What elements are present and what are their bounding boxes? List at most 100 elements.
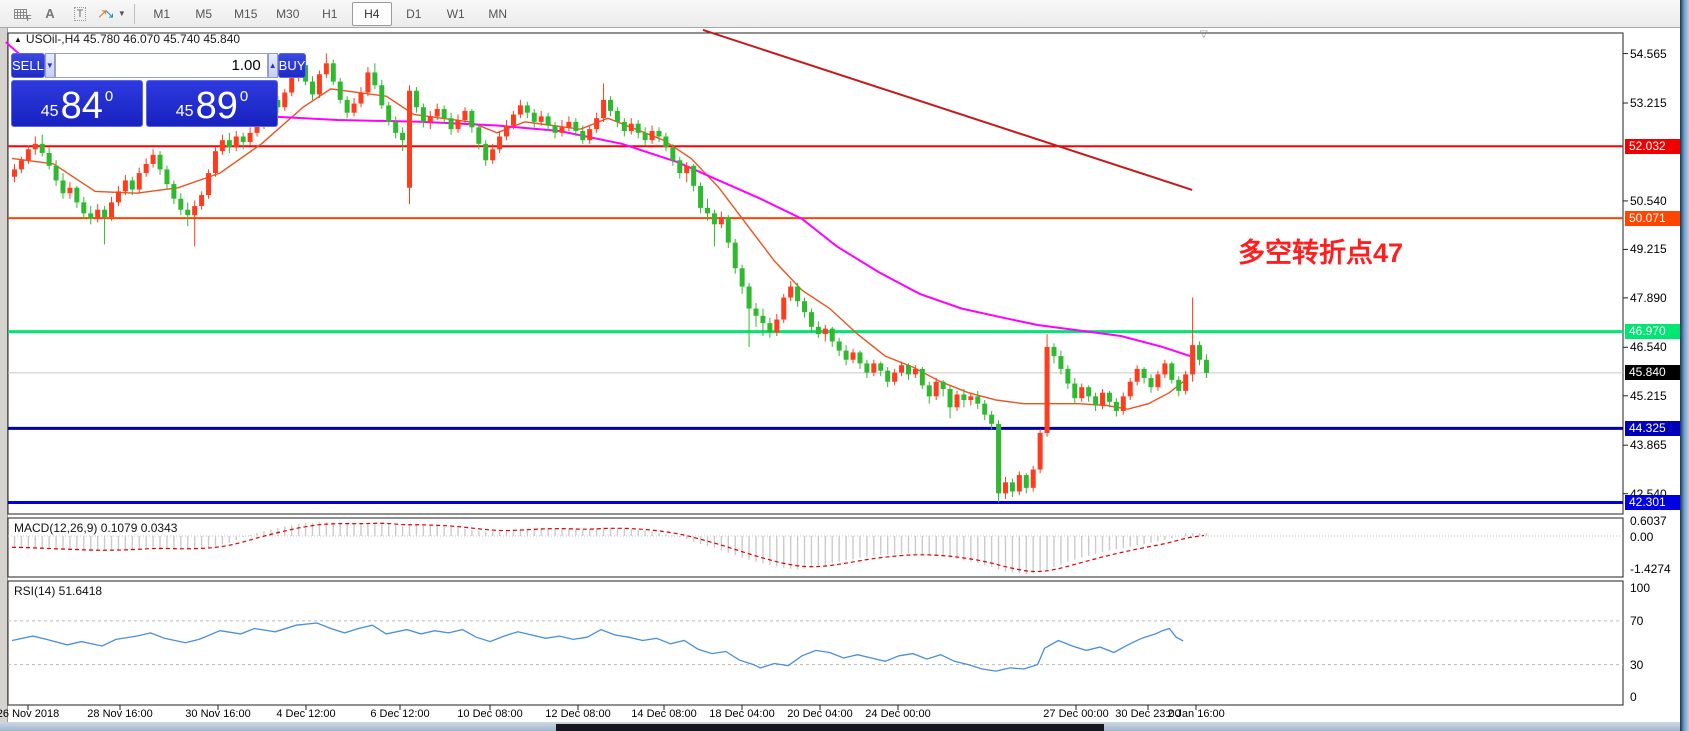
candle-body <box>199 195 205 207</box>
candle-body <box>573 121 579 131</box>
candle-body <box>407 90 413 188</box>
chevron-down-icon: ▼ <box>117 9 126 18</box>
candle-body <box>109 202 115 218</box>
candle-body <box>102 209 108 218</box>
arrow-tools-button[interactable]: ↗↘ ▼ <box>96 2 127 26</box>
candle-body <box>746 286 752 309</box>
price-axis-label: 46.540 <box>1630 340 1667 355</box>
candle-body <box>933 381 939 397</box>
candle-body <box>1030 469 1036 488</box>
candle-body <box>808 312 814 327</box>
candle-body <box>330 63 336 82</box>
tab-timeframe-M30[interactable]: M30 <box>276 6 300 21</box>
tab-timeframe-D1[interactable]: D1 <box>406 6 422 21</box>
rsi-scale-label: 0 <box>1630 690 1637 705</box>
candle-body <box>698 185 704 208</box>
buy-quote-sup: 0 <box>239 88 249 105</box>
candle-body <box>968 396 974 401</box>
candle-body <box>53 165 59 181</box>
candle-body <box>815 326 821 335</box>
candle-body <box>989 414 995 424</box>
candle-body <box>212 151 218 174</box>
candle-body <box>1106 392 1112 402</box>
candle-body <box>1190 345 1196 375</box>
candle-body <box>836 341 842 351</box>
buy-button[interactable]: BUY <box>277 53 307 78</box>
tab-timeframe-M5[interactable]: M5 <box>195 6 213 21</box>
candle-body <box>1134 368 1140 382</box>
candle-body <box>413 90 419 108</box>
price-badge-50.071: 50.071 <box>1625 210 1683 226</box>
candle-body <box>1176 379 1182 391</box>
price-axis-label: 47.890 <box>1630 290 1667 305</box>
candle-body <box>420 107 426 122</box>
candle-body <box>711 213 717 225</box>
candle-body <box>1169 363 1175 380</box>
macd-scale-label: 0.6037 <box>1630 514 1667 528</box>
window-right-frame <box>1680 0 1689 731</box>
candle-body <box>975 396 981 404</box>
macd-scale-label: -1.4274 <box>1630 562 1671 576</box>
candle-body <box>1051 346 1057 357</box>
time-axis-label: 30 Dec 23:00 <box>1115 708 1181 720</box>
candle-body <box>822 328 828 335</box>
candle-body <box>192 206 198 216</box>
candle-body <box>718 217 724 225</box>
candle-body <box>171 184 177 199</box>
candle-body <box>143 163 149 174</box>
text-box-button[interactable]: T <box>66 2 94 26</box>
buy-quote-button[interactable]: 45 89 0 <box>146 80 278 127</box>
trade-controls-row: SELL ▼ ▲ BUY <box>11 53 307 78</box>
candle-body <box>905 365 911 375</box>
tab-timeframe-H4[interactable]: H4 <box>351 1 392 26</box>
one-click-trading-panel: SELL ▼ ▲ BUY 45 84 0 45 89 0 <box>11 53 307 127</box>
candle-body <box>864 363 870 373</box>
candle-body <box>1044 346 1050 433</box>
candle-body <box>594 118 600 130</box>
candle-body <box>919 368 925 386</box>
text-a-button[interactable]: A <box>36 2 64 26</box>
candle-body <box>462 110 468 121</box>
candle-body <box>566 121 572 128</box>
candle-body <box>60 180 66 194</box>
f-grid-button[interactable]: F <box>6 2 34 26</box>
sell-quote-button[interactable]: 45 84 0 <box>11 80 143 127</box>
candle-body <box>32 143 38 150</box>
time-axis-label: 20 Dec 04:00 <box>787 708 853 720</box>
time-axis-label: 30 Nov 16:00 <box>185 708 251 720</box>
candle-body <box>67 187 73 194</box>
time-axis-label: 24 Dec 00:00 <box>865 708 931 720</box>
volume-input[interactable] <box>54 53 268 78</box>
tab-timeframe-M1[interactable]: M1 <box>153 6 171 21</box>
candle-body <box>1148 378 1154 388</box>
candle-body <box>1009 482 1015 492</box>
descending-trendline[interactable] <box>702 29 1193 191</box>
ma-fast-line <box>11 88 1184 410</box>
candle-body <box>552 125 558 133</box>
candle-body <box>365 72 371 93</box>
volume-decrease-button[interactable]: ▼ <box>44 53 55 78</box>
candle-body <box>926 385 932 397</box>
buy-quote-big: 89 <box>195 84 238 127</box>
tab-timeframe-W1[interactable]: W1 <box>446 6 465 21</box>
candle-body <box>829 328 835 342</box>
candle-body <box>1197 345 1203 360</box>
candle-body <box>344 99 350 113</box>
candle-body <box>899 365 905 373</box>
tab-timeframe-H1[interactable]: H1 <box>322 6 338 21</box>
candle-body <box>206 173 212 196</box>
candle-body <box>115 191 121 203</box>
candle-body <box>309 81 315 95</box>
time-axis-label: 12 Dec 08:00 <box>545 708 611 720</box>
candle-body <box>1183 374 1189 391</box>
volume-increase-button[interactable]: ▲ <box>267 53 278 78</box>
sell-button[interactable]: SELL <box>11 53 45 78</box>
candle-body <box>614 110 620 122</box>
time-axis-label: 4 Dec 12:00 <box>276 708 336 720</box>
candle-body <box>517 105 523 115</box>
candle-body <box>843 350 849 360</box>
candle-body <box>74 187 80 203</box>
tab-timeframe-MN[interactable]: MN <box>488 6 508 21</box>
tab-timeframe-M15[interactable]: M15 <box>234 6 258 21</box>
chart-shift-marker-icon[interactable]: ▽ <box>1200 29 1208 40</box>
